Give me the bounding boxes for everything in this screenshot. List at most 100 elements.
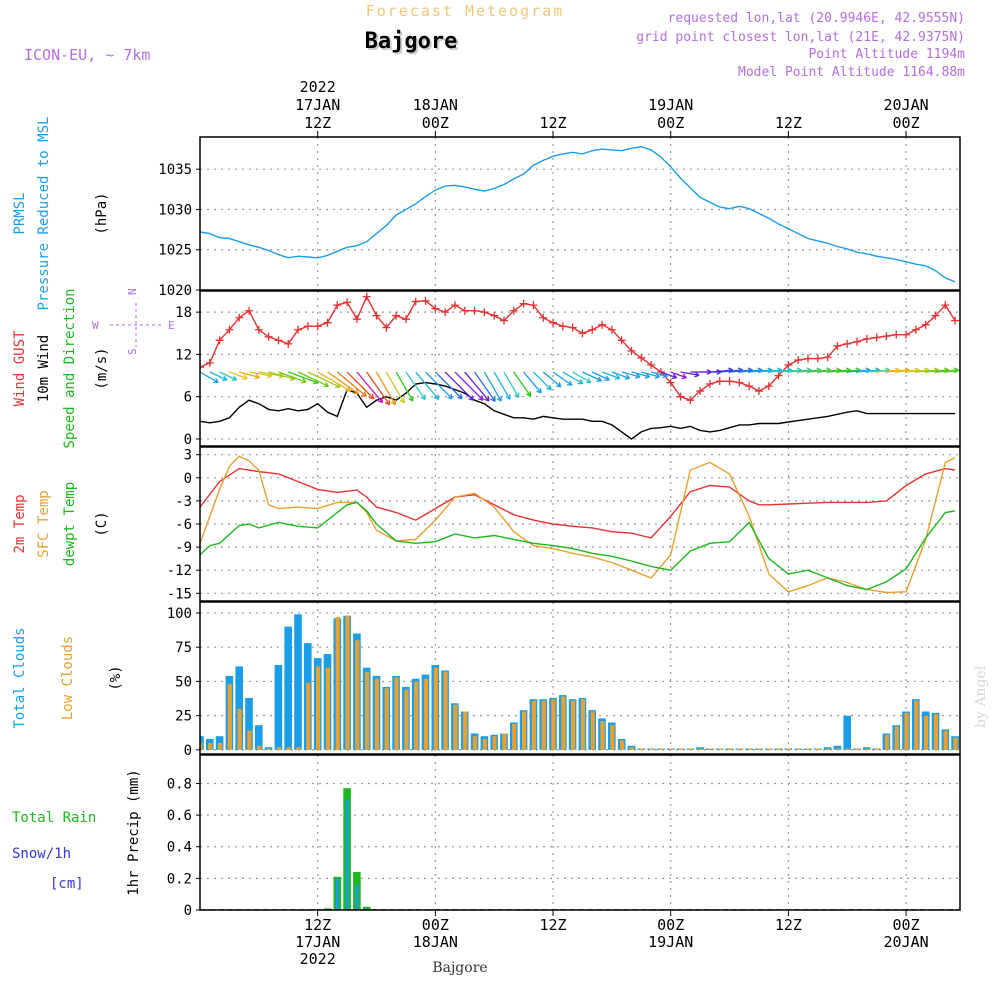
bar-total-clouds	[245, 697, 253, 750]
wind-arrow	[336, 371, 367, 397]
bar-low-clouds	[257, 745, 262, 750]
y-axis-label: Total Clouds	[12, 627, 28, 728]
wind-arrow	[483, 371, 502, 402]
gust-marker	[333, 301, 342, 310]
y-tick-label: 50	[175, 674, 192, 690]
bar-low-clouds	[463, 711, 468, 750]
bottom-time-label: 12Z	[775, 916, 802, 934]
wind-arrow	[375, 371, 397, 406]
bar-low-clouds	[698, 748, 703, 750]
top-time-label: 20JAN	[883, 96, 928, 114]
y-axis-label: (m/s)	[94, 347, 110, 389]
bar-snow-h	[345, 799, 349, 910]
bar-low-clouds	[875, 748, 880, 750]
wind-arrow	[945, 370, 960, 373]
bar-low-clouds	[443, 671, 448, 750]
bar-low-clouds	[512, 723, 517, 750]
gust-marker	[205, 358, 214, 367]
gust-marker	[754, 387, 763, 396]
y-tick-label: -9	[175, 540, 192, 556]
bar-low-clouds	[649, 748, 654, 750]
gust-marker	[862, 334, 871, 343]
wind-arrow	[562, 371, 584, 385]
y-tick-label: -15	[167, 586, 192, 602]
y-tick-label: 100	[167, 606, 192, 622]
bar-low-clouds	[786, 748, 791, 750]
bar-low-clouds	[374, 678, 379, 750]
y-axis-label: Low Clouds	[60, 636, 76, 720]
bar-low-clouds	[855, 748, 860, 750]
gust-marker	[529, 301, 538, 310]
panel-frame	[199, 601, 961, 755]
bottom-time-label: 19JAN	[648, 933, 693, 951]
bar-low-clouds	[561, 696, 566, 750]
bar-low-clouds	[688, 748, 693, 750]
bar-low-clouds	[776, 748, 782, 750]
gust-marker	[225, 325, 234, 334]
wind-arrow	[670, 371, 687, 380]
bar-low-clouds	[718, 748, 723, 750]
bar-low-clouds	[571, 700, 576, 750]
bar-low-clouds	[355, 640, 360, 750]
gust-marker	[813, 354, 822, 363]
top-time-label: 12Z	[775, 114, 802, 132]
compass-s: S	[126, 348, 139, 355]
gust-marker	[323, 318, 332, 327]
plot-area	[200, 614, 959, 750]
gust-marker	[490, 311, 499, 320]
top-time-label: 00Z	[657, 114, 684, 132]
gust-marker	[470, 306, 479, 315]
wind-arrow	[327, 371, 360, 395]
gust-marker	[735, 378, 744, 387]
gust-marker	[882, 332, 891, 341]
y-tick-label: 1025	[158, 243, 192, 259]
wind-arrow	[317, 371, 351, 392]
bar-low-clouds	[414, 681, 419, 750]
y-axis-label: dewpt Temp	[62, 482, 78, 566]
y-tick-label: 25	[175, 709, 192, 725]
bar-snow-h	[335, 878, 339, 910]
precip-legend-label: [cm]	[50, 876, 84, 892]
bar-low-clouds	[678, 748, 683, 750]
y-tick-label: 75	[175, 640, 192, 656]
gust-marker	[627, 346, 636, 355]
gust-marker	[686, 396, 695, 405]
gust-marker	[539, 313, 548, 322]
panel-frame	[199, 446, 961, 602]
y-tick-label: 0	[184, 432, 192, 448]
wind-arrow	[582, 371, 603, 382]
bar-low-clouds	[757, 748, 762, 750]
point-altitude: Point Altitude 1194m	[808, 47, 965, 62]
gust-marker	[725, 377, 734, 386]
gust-marker	[450, 301, 459, 310]
wind-arrow	[395, 371, 414, 402]
panel-pressure: 1020 1025 1030 1035 PRMSL Pressure Reduced to…	[12, 117, 961, 310]
gust-marker	[480, 308, 489, 317]
series-line-0	[200, 145, 956, 283]
bar-total-clouds	[274, 665, 283, 750]
bar-total-clouds	[235, 666, 243, 750]
bar-low-clouds	[816, 748, 821, 750]
panel-frame	[199, 136, 961, 291]
gust-marker	[254, 325, 263, 334]
y-axis-label: (hPa)	[94, 192, 110, 234]
bar-total-clouds	[843, 715, 851, 750]
bar-low-clouds	[767, 748, 772, 750]
bar-low-clouds	[296, 747, 301, 750]
gust-marker	[303, 322, 312, 331]
compass-cross	[110, 303, 162, 347]
bar-low-clouds	[472, 736, 478, 750]
series-line-1	[200, 455, 956, 594]
gust-marker	[853, 337, 862, 346]
y-tick-label: -6	[175, 517, 192, 533]
plot-area	[200, 145, 956, 283]
wind-arrow	[297, 371, 330, 388]
bar-low-clouds	[325, 667, 330, 750]
precip-legend-label: Snow/1h	[12, 846, 71, 862]
gust-marker	[294, 325, 303, 334]
gust-marker	[284, 339, 293, 348]
series-line-2	[200, 501, 956, 591]
wind-arrow	[444, 371, 474, 401]
bar-low-clouds	[629, 747, 634, 750]
